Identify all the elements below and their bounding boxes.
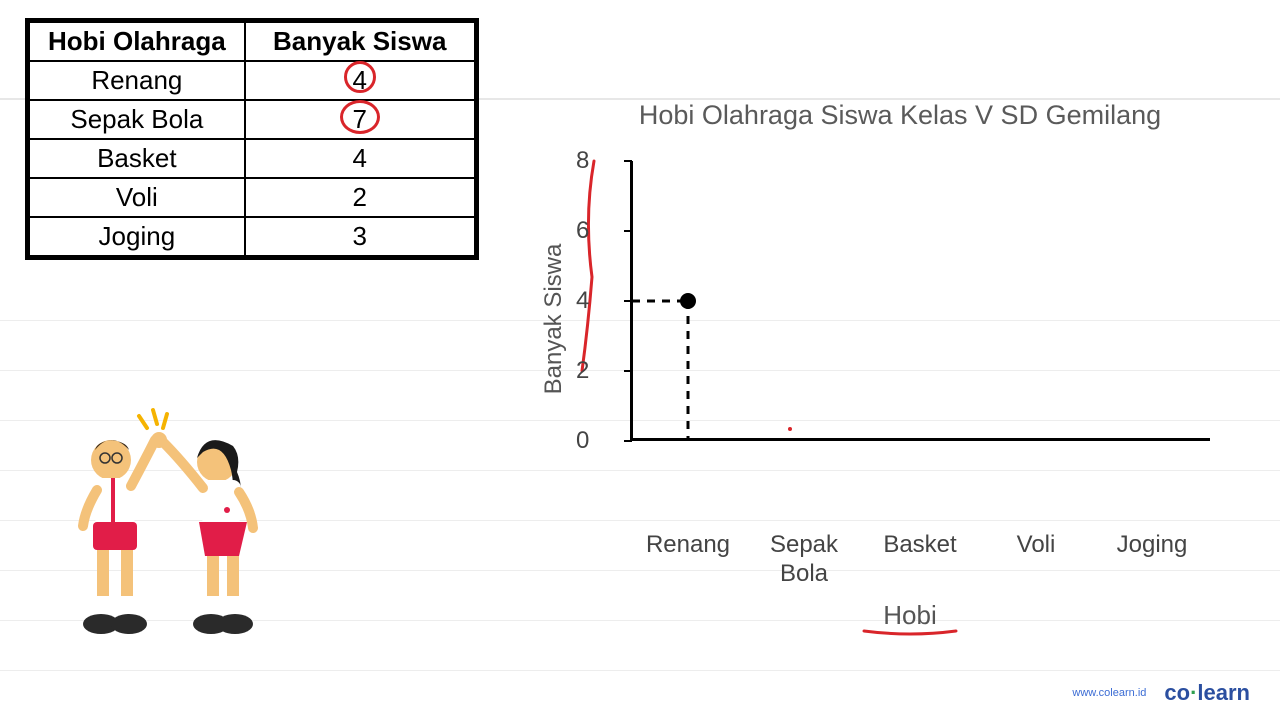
table-header-count: Banyak Siswa (245, 22, 475, 61)
footer-url: www.colearn.id (1072, 687, 1146, 699)
students-high-five-illustration (55, 400, 315, 660)
table-row: Joging 3 (29, 217, 475, 256)
chart-svg-layer (590, 161, 1230, 461)
table: Hobi Olahraga Banyak Siswa Renang 4 Sepa… (28, 21, 476, 257)
cell-hobby: Sepak Bola (29, 100, 245, 139)
red-annotation-x-axis (860, 625, 960, 639)
cell-hobby: Basket (29, 139, 245, 178)
x-tick: Renang (646, 531, 730, 560)
table-row: Basket 4 (29, 139, 475, 178)
y-tick: 2 (576, 357, 589, 385)
table-row: Voli 2 (29, 178, 475, 217)
cell-count: 3 (245, 217, 475, 256)
footer-branding: www.colearn.id co·learn (1072, 680, 1250, 706)
chart-plot-area: Banyak Siswa 0 2 4 6 8 Renang SepakBola … (590, 161, 1230, 521)
chart-title: Hobi Olahraga Siswa Kelas V SD Gemilang (560, 100, 1240, 131)
hobby-chart: Hobi Olahraga Siswa Kelas V SD Gemilang … (560, 100, 1240, 620)
cell-hobby: Joging (29, 217, 245, 256)
y-tick: 4 (576, 287, 589, 315)
x-tick: Voli (1017, 531, 1056, 560)
y-tick: 8 (576, 147, 589, 175)
hobby-data-table: Hobi Olahraga Banyak Siswa Renang 4 Sepa… (25, 18, 479, 260)
chart-y-axis-label: Banyak Siswa (540, 244, 568, 395)
cell-count: 2 (245, 178, 475, 217)
table-header-hobby: Hobi Olahraga (29, 22, 245, 61)
y-tick: 6 (576, 217, 589, 245)
x-tick: SepakBola (749, 531, 859, 589)
cell-hobby: Voli (29, 178, 245, 217)
table-row: Renang 4 (29, 61, 475, 100)
brand-logo: co·learn (1164, 680, 1250, 706)
cell-count: 4 (245, 61, 475, 100)
cell-count: 4 (245, 139, 475, 178)
cell-hobby: Renang (29, 61, 245, 100)
x-tick: Joging (1117, 531, 1188, 560)
x-tick: Basket (883, 531, 956, 560)
cell-count: 7 (245, 100, 475, 139)
table-row: Sepak Bola 7 (29, 100, 475, 139)
y-tick: 0 (576, 427, 589, 455)
